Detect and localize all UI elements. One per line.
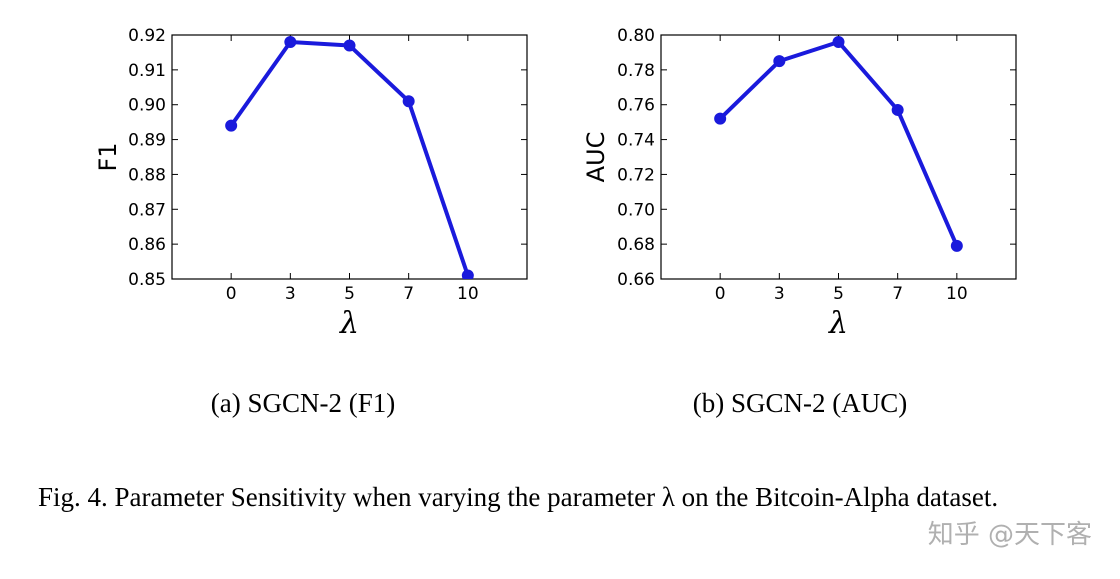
plot-frame xyxy=(171,34,528,280)
x-tick-label: 7 xyxy=(892,284,903,304)
plot-frame xyxy=(660,34,1017,280)
y-tick-label: 0.72 xyxy=(617,165,655,185)
x-tick-label: 0 xyxy=(226,284,237,304)
x-axis-label: λ xyxy=(339,306,359,341)
y-tick-label: 0.91 xyxy=(128,61,166,81)
y-tick-label: 0.85 xyxy=(128,270,166,290)
x-tick-label: 10 xyxy=(946,284,968,304)
x-tick-label: 5 xyxy=(833,284,844,304)
subcaption: (b) SGCN-2 (AUC) xyxy=(693,388,907,418)
y-tick-label: 0.66 xyxy=(617,270,655,290)
data-point xyxy=(832,35,845,48)
series-line xyxy=(718,39,959,247)
y-tick-label: 0.92 xyxy=(128,26,166,46)
series-line xyxy=(229,39,470,277)
chart-auc: 0.66 0.68 0.70 0.72 0.74 0.76 0.78 0.80 0 3 5 7 10 AU… xyxy=(582,26,1017,418)
y-tick-label: 0.86 xyxy=(128,235,166,255)
data-point xyxy=(225,119,238,132)
y-axis-label: F1 xyxy=(94,142,122,171)
y-tick-label: 0.89 xyxy=(128,131,166,151)
data-point xyxy=(950,239,963,252)
data-point xyxy=(461,269,474,279)
data-point xyxy=(343,39,356,52)
y-tick-label: 0.90 xyxy=(128,96,166,116)
chart-f1: 0.85 0.86 0.87 0.88 0.89 0.90 0.91 0.92 0 3 5 7 10 F1… xyxy=(94,26,528,418)
x-tick-label: 3 xyxy=(774,284,785,304)
watermark: 知乎 @天下客 xyxy=(927,520,1092,550)
data-point xyxy=(714,112,727,125)
data-point xyxy=(402,95,415,108)
x-tick-label: 10 xyxy=(457,284,479,304)
y-tick-label: 0.76 xyxy=(617,96,655,116)
x-axis-label: λ xyxy=(828,306,848,341)
figure-caption: Fig. 4. Parameter Sensitivity when varyi… xyxy=(38,482,999,512)
y-tick-label: 0.87 xyxy=(128,200,166,220)
y-axis-label: AUC xyxy=(582,132,610,183)
y-tick-label: 0.88 xyxy=(128,165,166,185)
x-tick-label: 7 xyxy=(403,284,414,304)
x-tick-label: 5 xyxy=(344,284,355,304)
y-tick-label: 0.74 xyxy=(617,131,655,151)
data-point xyxy=(773,55,786,68)
y-tick-label: 0.78 xyxy=(617,61,655,81)
y-tick-label: 0.70 xyxy=(617,200,655,220)
data-point xyxy=(284,35,297,48)
data-point xyxy=(891,103,904,116)
y-tick-label: 0.68 xyxy=(617,235,655,255)
y-tick-label: 0.80 xyxy=(617,26,655,46)
subcaption: (a) SGCN-2 (F1) xyxy=(211,388,395,418)
x-tick-label: 0 xyxy=(715,284,726,304)
x-tick-label: 3 xyxy=(285,284,296,304)
